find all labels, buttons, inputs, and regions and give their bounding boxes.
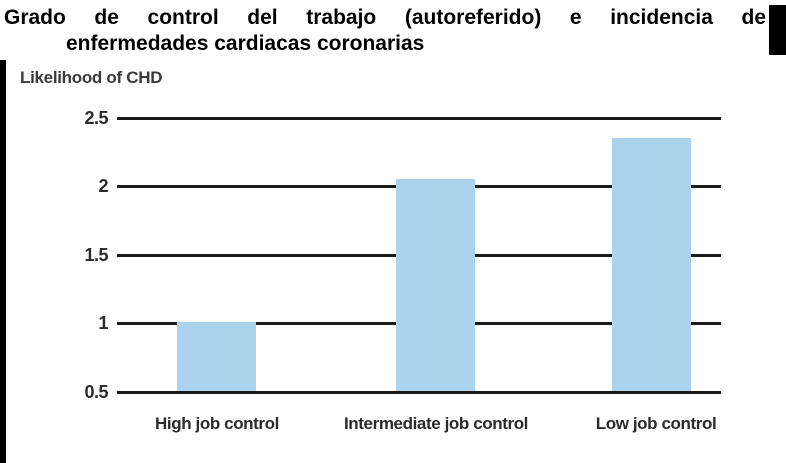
bar-high-job-control	[177, 322, 256, 391]
y-tick-label: 2.5	[84, 108, 108, 128]
y-axis-title: Likelihood of CHD	[20, 68, 163, 87]
page-title: Grado de control del trabajo (autoreferi…	[4, 5, 766, 57]
x-category-label: Low job control	[595, 414, 717, 433]
gridline-0_5	[117, 391, 721, 394]
y-tick-label: 0.5	[84, 382, 108, 402]
bar-low-job-control	[612, 138, 691, 391]
y-tick-label: 1.5	[84, 245, 108, 265]
bar-intermediate-job-control	[396, 179, 475, 391]
y-tick-label: 1	[98, 313, 108, 333]
y-tick-label: 2	[98, 176, 108, 196]
gridline-2_5	[117, 117, 721, 120]
page-title-line-2: enfermedades cardiacas coronarias	[66, 32, 425, 55]
x-category-label: Intermediate job control	[343, 414, 529, 433]
x-category-label: High job control	[155, 414, 279, 433]
bar-chart: Likelihood of CHD 2.5 2 1.5 1 0.5 High j…	[0, 60, 786, 463]
corner-accent-block	[769, 5, 786, 55]
left-border-bar	[0, 60, 6, 463]
page-title-line-1: Grado de control del trabajo (autoreferi…	[4, 6, 766, 29]
